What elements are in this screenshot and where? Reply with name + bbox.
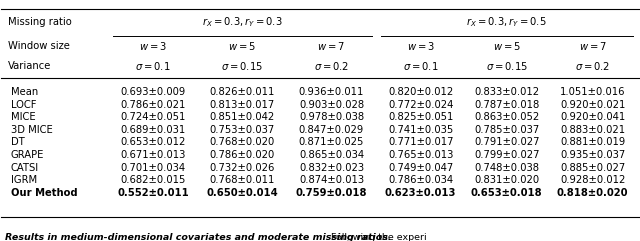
Text: 0.772±0.024: 0.772±0.024: [388, 100, 453, 110]
Text: 3D MICE: 3D MICE: [11, 125, 52, 135]
Text: 0.786±0.034: 0.786±0.034: [388, 175, 453, 185]
Text: 0.650±0.014: 0.650±0.014: [206, 188, 278, 198]
Text: 0.863±0.052: 0.863±0.052: [474, 112, 540, 122]
Text: 0.693±0.009: 0.693±0.009: [120, 87, 186, 97]
Text: 0.903±0.028: 0.903±0.028: [299, 100, 364, 110]
Text: Window size: Window size: [8, 41, 70, 51]
Text: 0.787±0.018: 0.787±0.018: [474, 100, 540, 110]
Text: $\sigma = 0.15$: $\sigma = 0.15$: [221, 60, 263, 72]
Text: 1.051±0.016: 1.051±0.016: [560, 87, 625, 97]
Text: $r_X = 0.3, r_Y = 0.3$: $r_X = 0.3, r_Y = 0.3$: [202, 15, 282, 29]
Text: 0.786±0.020: 0.786±0.020: [210, 150, 275, 160]
Text: 0.851±0.042: 0.851±0.042: [210, 112, 275, 122]
Text: 0.871±0.025: 0.871±0.025: [299, 137, 364, 147]
Text: 0.765±0.013: 0.765±0.013: [388, 150, 453, 160]
Text: 0.771±0.017: 0.771±0.017: [388, 137, 453, 147]
Text: 0.826±0.011: 0.826±0.011: [209, 87, 275, 97]
Text: $w = 5$: $w = 5$: [493, 40, 521, 52]
Text: 0.920±0.021: 0.920±0.021: [560, 100, 625, 110]
Text: 0.818±0.020: 0.818±0.020: [557, 188, 628, 198]
Text: 0.978±0.038: 0.978±0.038: [299, 112, 364, 122]
Text: Missing ratio: Missing ratio: [8, 17, 72, 27]
Text: 0.785±0.037: 0.785±0.037: [474, 125, 540, 135]
Text: $r_X = 0.3, r_Y = 0.5$: $r_X = 0.3, r_Y = 0.5$: [467, 15, 547, 29]
Text: $\sigma = 0.2$: $\sigma = 0.2$: [575, 60, 610, 72]
Text: Our Method: Our Method: [11, 188, 77, 198]
Text: 0.701±0.034: 0.701±0.034: [120, 163, 186, 173]
Text: 0.759±0.018: 0.759±0.018: [296, 188, 367, 198]
Text: $\sigma = 0.2$: $\sigma = 0.2$: [314, 60, 349, 72]
Text: 0.749±0.047: 0.749±0.047: [388, 163, 453, 173]
Text: $w = 3$: $w = 3$: [406, 40, 435, 52]
Text: 0.865±0.034: 0.865±0.034: [299, 150, 364, 160]
Text: DT: DT: [11, 137, 25, 147]
Text: $\sigma = 0.1$: $\sigma = 0.1$: [135, 60, 171, 72]
Text: 0.552±0.011: 0.552±0.011: [117, 188, 189, 198]
Text: 0.791±0.027: 0.791±0.027: [474, 137, 540, 147]
Text: 0.768±0.011: 0.768±0.011: [209, 175, 275, 185]
Text: $w = 7$: $w = 7$: [579, 40, 607, 52]
Text: $w = 3$: $w = 3$: [139, 40, 167, 52]
Text: 0.820±0.012: 0.820±0.012: [388, 87, 453, 97]
Text: 0.920±0.041: 0.920±0.041: [560, 112, 625, 122]
Text: 0.671±0.013: 0.671±0.013: [120, 150, 186, 160]
Text: 0.799±0.027: 0.799±0.027: [474, 150, 540, 160]
Text: 0.885±0.027: 0.885±0.027: [560, 163, 625, 173]
Text: Following the experi: Following the experi: [328, 233, 427, 241]
Text: 0.724±0.051: 0.724±0.051: [120, 112, 186, 122]
Text: Mean: Mean: [11, 87, 38, 97]
Text: 0.653±0.018: 0.653±0.018: [471, 188, 543, 198]
Text: 0.813±0.017: 0.813±0.017: [210, 100, 275, 110]
Text: 0.936±0.011: 0.936±0.011: [299, 87, 364, 97]
Text: MICE: MICE: [11, 112, 36, 122]
Text: 0.883±0.021: 0.883±0.021: [560, 125, 625, 135]
Text: 0.653±0.012: 0.653±0.012: [120, 137, 186, 147]
Text: Variance: Variance: [8, 61, 51, 71]
Text: 0.881±0.019: 0.881±0.019: [560, 137, 625, 147]
Text: 0.689±0.031: 0.689±0.031: [120, 125, 186, 135]
Text: 0.832±0.023: 0.832±0.023: [299, 163, 364, 173]
Text: 0.935±0.037: 0.935±0.037: [560, 150, 625, 160]
Text: 0.623±0.013: 0.623±0.013: [385, 188, 456, 198]
Text: 0.732±0.026: 0.732±0.026: [209, 163, 275, 173]
Text: 0.831±0.020: 0.831±0.020: [474, 175, 540, 185]
Text: 0.833±0.012: 0.833±0.012: [474, 87, 540, 97]
Text: $\sigma = 0.1$: $\sigma = 0.1$: [403, 60, 438, 72]
Text: GRAPE: GRAPE: [11, 150, 44, 160]
Text: $w = 5$: $w = 5$: [228, 40, 256, 52]
Text: 0.847±0.029: 0.847±0.029: [299, 125, 364, 135]
Text: IGRM: IGRM: [11, 175, 37, 185]
Text: LOCF: LOCF: [11, 100, 36, 110]
Text: 0.682±0.015: 0.682±0.015: [120, 175, 186, 185]
Text: $\sigma = 0.15$: $\sigma = 0.15$: [486, 60, 528, 72]
Text: 0.786±0.021: 0.786±0.021: [120, 100, 186, 110]
Text: 0.741±0.035: 0.741±0.035: [388, 125, 453, 135]
Text: Results in medium-dimensional covariates and moderate missing ratios.: Results in medium-dimensional covariates…: [4, 233, 391, 241]
Text: 0.928±0.012: 0.928±0.012: [560, 175, 625, 185]
Text: 0.768±0.020: 0.768±0.020: [210, 137, 275, 147]
Text: 0.825±0.051: 0.825±0.051: [388, 112, 453, 122]
Text: 0.753±0.037: 0.753±0.037: [210, 125, 275, 135]
Text: 0.748±0.038: 0.748±0.038: [474, 163, 539, 173]
Text: CATSI: CATSI: [11, 163, 39, 173]
Text: 0.874±0.013: 0.874±0.013: [299, 175, 364, 185]
Text: $w = 7$: $w = 7$: [317, 40, 346, 52]
